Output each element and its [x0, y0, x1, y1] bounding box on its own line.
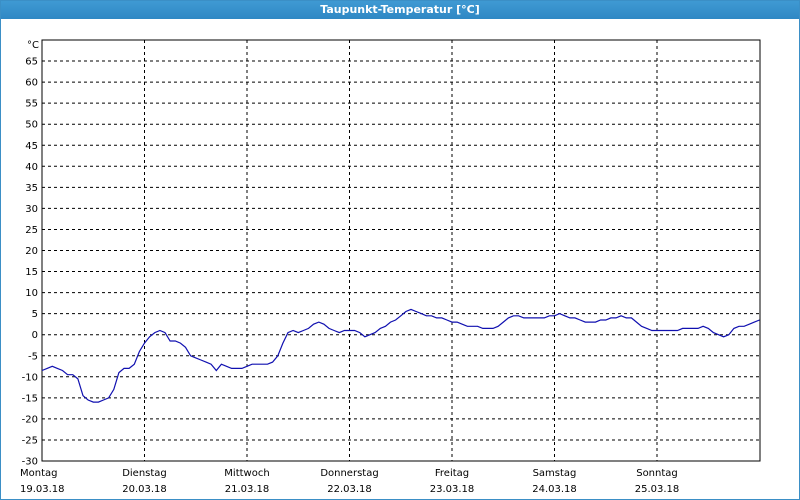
y-tick-label: 40	[25, 162, 38, 173]
y-tick-label: 35	[25, 183, 38, 194]
y-tick-label: 10	[25, 288, 38, 299]
y-tick-label: 60	[25, 78, 38, 89]
x-tick-day-label: Samstag	[533, 468, 577, 479]
y-tick-label: 50	[25, 120, 38, 131]
x-tick-date-label: 25.03.18	[635, 484, 680, 495]
x-tick-day-label: Freitag	[435, 468, 469, 479]
x-tick-day-label: Donnerstag	[320, 468, 378, 479]
series-line	[41, 308, 760, 403]
y-tick-label: 15	[25, 267, 38, 278]
x-tick-date-label: 20.03.18	[122, 484, 167, 495]
y-tick-label: 45	[25, 141, 38, 152]
y-tick-label: -20	[22, 414, 38, 425]
x-axis: Montag 19.03.18 Dienstag 20.03.18 Mittwoch 21…	[20, 468, 679, 495]
x-tick-day-label: Dienstag	[122, 468, 167, 479]
x-tick-date-label: 19.03.18	[20, 484, 65, 495]
y-axis-unit: °C	[27, 40, 39, 51]
x-tick-day-label: Mittwoch	[224, 468, 269, 479]
y-tick-label: 0	[32, 330, 38, 341]
y-tick-label: 20	[25, 246, 38, 257]
y-tick-label: 55	[25, 99, 38, 110]
grid	[42, 40, 760, 461]
x-tick-date-label: 23.03.18	[430, 484, 475, 495]
x-tick-day-label: Montag	[20, 468, 57, 479]
y-tick-label: -30	[22, 457, 38, 468]
y-tick-label: -25	[22, 435, 38, 446]
plot-area	[41, 39, 761, 462]
window-title: Taupunkt-Temperatur [°C]	[1, 1, 799, 19]
x-tick-day-label: Sonntag	[636, 468, 678, 479]
y-tick-label: 25	[25, 225, 38, 236]
x-tick-date-label: 21.03.18	[225, 484, 270, 495]
x-tick-date-label: 22.03.18	[327, 484, 372, 495]
y-tick-label: 5	[32, 309, 38, 320]
y-axis: 65605550454035302520151050-5-10-15-20-25…	[22, 57, 38, 468]
y-tick-label: -5	[28, 351, 38, 362]
series-layer	[41, 308, 760, 403]
x-tick-date-label: 24.03.18	[532, 484, 577, 495]
y-tick-label: 30	[25, 204, 38, 215]
y-tick-label: 65	[25, 57, 38, 68]
y-tick-label: -10	[22, 372, 38, 383]
y-tick-label: -15	[22, 393, 38, 404]
